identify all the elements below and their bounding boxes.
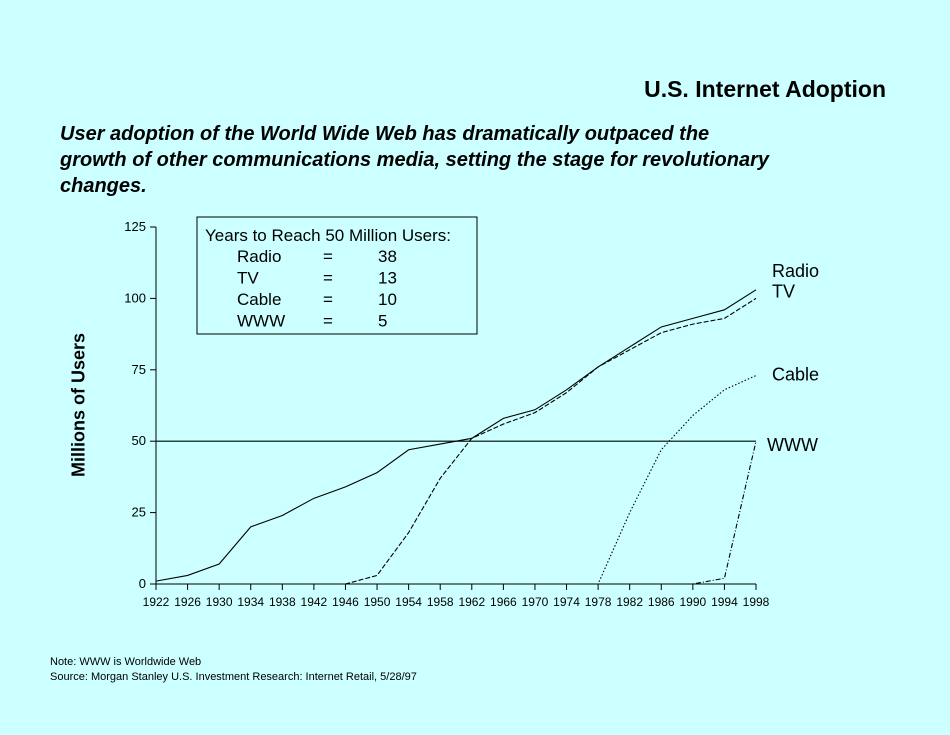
x-tick-label: 1926	[174, 595, 201, 609]
x-tick-label: 1978	[585, 595, 612, 609]
x-tick-label: 1994	[711, 595, 738, 609]
x-tick-label: 1922	[143, 595, 170, 609]
x-tick-label: 1998	[743, 595, 770, 609]
series-label-www: WWW	[767, 435, 818, 455]
x-tick-label: 1934	[237, 595, 264, 609]
series-line-www	[156, 441, 757, 585]
series-label-radio: Radio	[772, 261, 819, 281]
series-line-tv	[156, 297, 757, 585]
footnote: Note: WWW is Worldwide Web Source: Morga…	[50, 655, 417, 685]
x-tick-label: 1982	[616, 595, 643, 609]
legend-row-equals: =	[323, 290, 333, 309]
x-tick-label: 1986	[648, 595, 675, 609]
x-tick-label: 1954	[395, 595, 422, 609]
legend-row-medium: TV	[237, 269, 259, 288]
x-tick-label: 1930	[206, 595, 233, 609]
series-label-tv: TV	[772, 281, 795, 301]
source-text: Source: Morgan Stanley U.S. Investment R…	[50, 671, 417, 683]
x-tick-label: 1942	[301, 595, 328, 609]
legend-box-header: Years to Reach 50 Million Users:	[205, 226, 451, 245]
legend-row-years: 10	[378, 290, 397, 309]
x-tick-label: 1970	[522, 595, 549, 609]
x-tick-label: 1966	[490, 595, 517, 609]
legend-row-years: 13	[378, 269, 397, 288]
page-title: U.S. Internet Adoption	[644, 76, 886, 102]
y-tick-label: 25	[132, 505, 146, 520]
x-tick-label: 1946	[332, 595, 359, 609]
series-line-cable	[156, 375, 757, 585]
y-tick-label: 0	[139, 576, 146, 591]
legend-row-medium: Radio	[237, 247, 281, 266]
y-tick-label: 125	[124, 219, 146, 234]
note-text: Note: WWW is Worldwide Web	[50, 656, 202, 668]
x-tick-label: 1962	[458, 595, 485, 609]
x-tick-label: 1990	[679, 595, 706, 609]
y-tick-label: 50	[132, 433, 146, 448]
legend-box	[196, 216, 478, 335]
legend-row-equals: =	[323, 247, 333, 266]
legend-row-medium: Cable	[237, 290, 281, 309]
x-tick-label: 1958	[427, 595, 454, 609]
x-tick-label: 1938	[269, 595, 296, 609]
legend-row-equals: =	[323, 312, 333, 331]
series-label-cable: Cable	[772, 365, 819, 385]
series-line-radio	[155, 289, 757, 582]
legend-row-equals: =	[323, 269, 333, 288]
page-subtitle: User adoption of the World Wide Web has …	[60, 123, 769, 197]
x-tick-label: 1974	[553, 595, 580, 609]
y-tick-label: 75	[132, 362, 146, 377]
legend-row-medium: WWW	[237, 312, 285, 331]
y-tick-label: 100	[124, 290, 146, 305]
legend-row-years: 38	[378, 247, 397, 266]
legend-row-years: 5	[378, 312, 387, 331]
x-tick-label: 1950	[364, 595, 391, 609]
